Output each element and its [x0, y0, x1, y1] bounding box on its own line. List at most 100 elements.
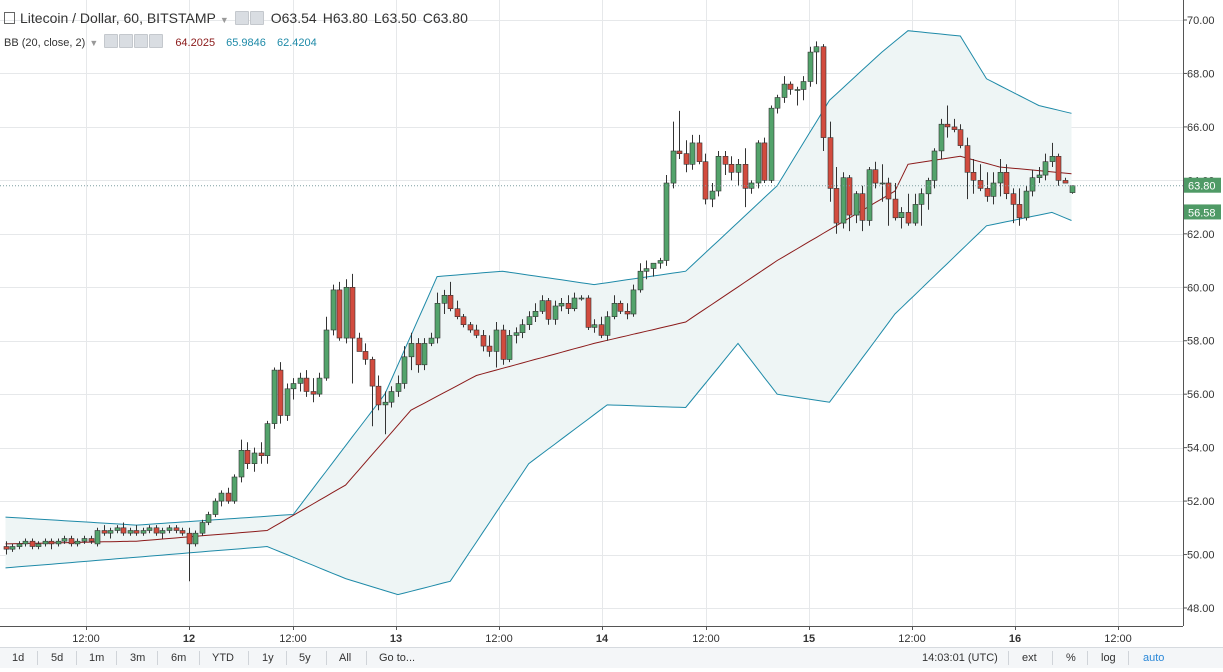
range-ytd-button[interactable]: YTD [212, 652, 234, 664]
candle-body [696, 142, 703, 162]
candle [872, 161, 879, 189]
candle [395, 375, 402, 397]
high-value: 63.80 [332, 10, 368, 26]
symbol-name[interactable]: Litecoin / Dollar, 60, BITSTAMP [20, 10, 216, 26]
indicator-settings-icon[interactable] [119, 34, 134, 48]
candle-body [74, 540, 81, 545]
candle [101, 525, 108, 536]
candle-body [61, 538, 68, 542]
candle [611, 295, 618, 320]
indicator-name[interactable]: BB (20, close, 2) [4, 37, 86, 49]
range-1m-button[interactable]: 1m [89, 652, 105, 664]
band-fill [5, 30, 1072, 595]
candle [898, 207, 905, 229]
candle [709, 183, 716, 208]
upper-band-line [5, 30, 1072, 526]
candle-body [264, 423, 271, 457]
candle-body [107, 530, 114, 534]
visibility-icon[interactable] [234, 11, 249, 25]
bottom-toolbar: 1d 5d 1m 3m 6m YTD 1y 5y All Go to... 14… [0, 647, 1223, 668]
candle-body [702, 161, 709, 200]
grid [0, 0, 1183, 626]
time-axis[interactable]: 12:00 12 12:00 13 12:00 14 12:00 15 12:00 16 12:00 [0, 626, 1183, 645]
candle-body [35, 543, 42, 547]
candle [192, 530, 199, 547]
candle [879, 164, 886, 202]
candle [388, 386, 395, 408]
candle-body [153, 527, 160, 534]
candle-body [657, 260, 664, 264]
settings-icon[interactable] [249, 11, 264, 25]
range-1d-button[interactable]: 1d [12, 652, 25, 664]
candle-body [872, 169, 879, 184]
candle-body [768, 107, 775, 181]
candle [807, 46, 814, 87]
candle [205, 511, 212, 526]
candle [127, 527, 134, 536]
basis-value: 64.2025 [175, 37, 216, 49]
candle-body [761, 142, 768, 181]
ext-toggle[interactable]: ext [1022, 652, 1037, 664]
candle-body [539, 300, 546, 312]
candle [820, 44, 827, 151]
candle [519, 319, 526, 339]
candle [362, 343, 369, 365]
range-1y-button[interactable]: 1y [262, 652, 274, 664]
candle-body [179, 530, 186, 534]
indicator-visibility-icon[interactable] [104, 34, 119, 48]
candle [683, 140, 690, 173]
close-value: 63.80 [432, 10, 468, 26]
range-5y-button[interactable]: 5y [299, 652, 311, 664]
indicator-dropdown-icon[interactable]: ▼ [89, 38, 99, 48]
percent-toggle[interactable]: % [1066, 652, 1076, 664]
candle [290, 378, 297, 400]
candle [637, 263, 644, 293]
indicator-remove-icon[interactable] [149, 34, 164, 48]
candle-body [277, 369, 284, 416]
log-toggle[interactable]: log [1101, 652, 1116, 664]
candle [997, 159, 1004, 197]
candle [212, 498, 219, 518]
candle [186, 527, 193, 582]
candle-body [513, 332, 520, 336]
candle [88, 535, 95, 544]
candle-body [199, 522, 206, 534]
candle [866, 167, 873, 226]
candle [454, 300, 461, 320]
price-axis[interactable]: 48.00 50.00 52.00 54.00 56.00 58.00 60.00 62.00… [1183, 0, 1221, 626]
open-label: O [270, 10, 282, 26]
auto-scale-toggle[interactable]: auto [1143, 652, 1165, 664]
time-tick-label: 12:00 [692, 633, 720, 645]
candle-body [323, 329, 330, 379]
range-6m-button[interactable]: 6m [171, 652, 187, 664]
candle [853, 191, 860, 224]
candle-body [9, 546, 16, 550]
indicator-source-icon[interactable] [134, 34, 149, 48]
utc-clock[interactable]: 14:03:01 (UTC) [922, 652, 998, 664]
candle [1062, 177, 1069, 184]
candle [840, 172, 847, 229]
goto-button[interactable]: Go to... [379, 652, 416, 664]
candle-body [617, 302, 624, 312]
candle-body [343, 286, 350, 339]
range-all-button[interactable]: All [339, 652, 352, 664]
last-price-tag: 63.80 [1188, 181, 1216, 193]
candle-body [984, 188, 991, 197]
time-tick-label: 13 [390, 633, 402, 645]
candle-body [146, 527, 153, 531]
candle [552, 300, 559, 325]
candle [781, 76, 788, 103]
candle [316, 372, 323, 397]
candle [251, 447, 258, 472]
range-3m-button[interactable]: 3m [130, 652, 146, 664]
symbol-dropdown-icon[interactable]: ▼ [219, 15, 229, 25]
range-5d-button[interactable]: 5d [51, 652, 64, 664]
candle [630, 284, 637, 317]
candle [159, 527, 166, 539]
candle-body [585, 297, 592, 328]
candle-body [415, 343, 422, 366]
candle [3, 541, 10, 555]
candle-body [127, 530, 134, 534]
